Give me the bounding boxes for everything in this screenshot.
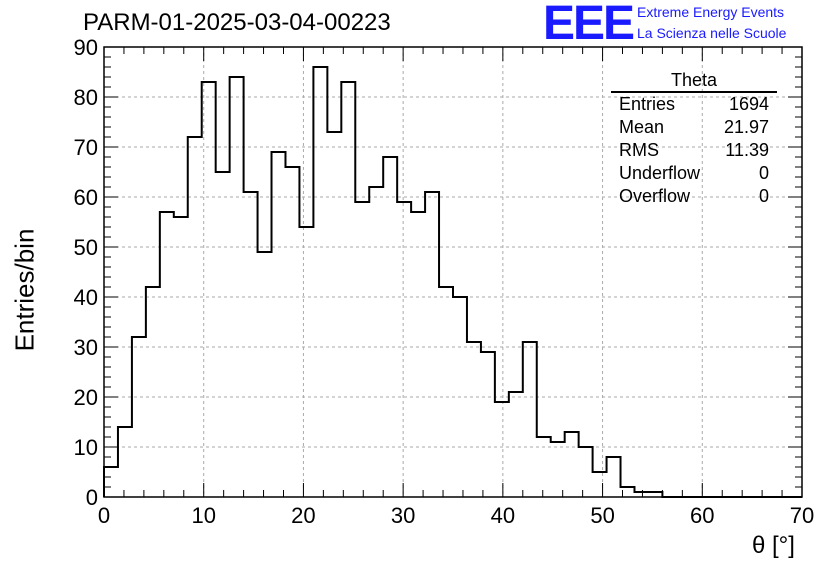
- logo-text-line2: La Scienza nelle Scuole: [637, 25, 787, 41]
- histogram-bin: [481, 352, 495, 497]
- y-tick-label: 80: [74, 85, 98, 110]
- histogram-bin: [327, 132, 341, 497]
- stats-row-rms: RMS 11.39: [611, 139, 777, 162]
- histogram-bin: [593, 472, 607, 497]
- x-tick-label: 40: [491, 503, 515, 528]
- stats-label: Underflow: [619, 163, 701, 183]
- y-tick-label: 50: [74, 235, 98, 260]
- histogram-bin: [355, 202, 369, 497]
- x-axis-label: θ [°]: [752, 532, 795, 559]
- stats-label: Entries: [619, 94, 676, 114]
- y-tick-label: 20: [74, 385, 98, 410]
- x-tick-label: 60: [690, 503, 714, 528]
- x-tick-label: 50: [590, 503, 614, 528]
- y-tick-label: 0: [86, 485, 98, 510]
- stats-row-mean: Mean 21.97: [611, 116, 777, 139]
- y-axis-label: Entries/bin: [9, 228, 40, 352]
- histogram-bin: [258, 252, 272, 497]
- histogram-bin: [230, 77, 244, 497]
- histogram-bin: [411, 212, 425, 497]
- plot-frame: [103, 46, 803, 498]
- histogram-bin: [244, 192, 258, 497]
- y-tick-label: 60: [74, 185, 98, 210]
- histogram-bin: [523, 342, 537, 497]
- y-axis-label-container: Entries/bin: [5, 200, 45, 380]
- stats-label: RMS: [619, 140, 659, 160]
- stats-value: 0: [758, 186, 769, 206]
- histogram-bin: [425, 192, 439, 497]
- y-tick-label: 30: [74, 335, 98, 360]
- histogram-bin: [565, 432, 579, 497]
- x-tick-label: 0: [98, 503, 110, 528]
- histogram-bin: [160, 212, 174, 497]
- eee-logo: EEE: [543, 0, 635, 50]
- histogram-bin: [495, 402, 509, 497]
- histogram-bin: [174, 217, 188, 497]
- histogram-bin: [369, 187, 383, 497]
- stats-title: Theta: [611, 70, 777, 93]
- histogram-bin: [272, 152, 286, 497]
- stats-row-overflow: Overflow 0: [611, 185, 777, 208]
- histogram-bin: [537, 437, 551, 497]
- histogram-bin: [579, 447, 593, 497]
- stats-row-underflow: Underflow 0: [611, 162, 777, 185]
- histogram-bin: [467, 342, 481, 497]
- stats-row-entries: Entries 1694: [611, 93, 777, 116]
- y-tick-label: 10: [74, 435, 98, 460]
- y-tick-label: 70: [74, 135, 98, 160]
- stats-label: Mean: [619, 117, 665, 137]
- stats-label: Overflow: [619, 186, 691, 206]
- histogram-bin: [188, 137, 202, 497]
- histogram-bin: [383, 157, 397, 497]
- histogram-bin: [132, 337, 146, 497]
- stats-value: 0: [758, 163, 769, 183]
- stats-box: Theta Entries 1694 Mean 21.97 RMS 11.39 …: [611, 70, 777, 208]
- histogram-bin: [118, 427, 132, 497]
- histogram-bin: [551, 442, 565, 497]
- histogram-bin: [397, 202, 411, 497]
- histogram-outline: [103, 66, 802, 498]
- histogram-bin: [146, 287, 160, 497]
- x-tick-label: 70: [790, 503, 814, 528]
- histogram-bin: [216, 172, 230, 497]
- y-tick-label: 90: [74, 35, 98, 60]
- x-tick-label: 10: [191, 503, 215, 528]
- histogram-bin: [509, 392, 523, 497]
- stats-value: 21.97: [723, 117, 769, 137]
- stats-value: 11.39: [725, 140, 769, 160]
- histogram-bin: [439, 287, 453, 497]
- y-tick-label: 40: [74, 285, 98, 310]
- x-tick-label: 30: [391, 503, 415, 528]
- histogram-bin: [313, 67, 327, 497]
- stats-value: 1694: [728, 94, 769, 114]
- histogram-bin: [104, 467, 118, 497]
- histogram-bin: [341, 82, 355, 497]
- histogram-bin: [299, 227, 313, 497]
- logo-text-line1: Extreme Energy Events: [637, 4, 785, 20]
- x-tick-label: 20: [291, 503, 315, 528]
- histogram-bin: [607, 457, 621, 497]
- run-title: PARM-01-2025-03-04-00223: [83, 9, 391, 36]
